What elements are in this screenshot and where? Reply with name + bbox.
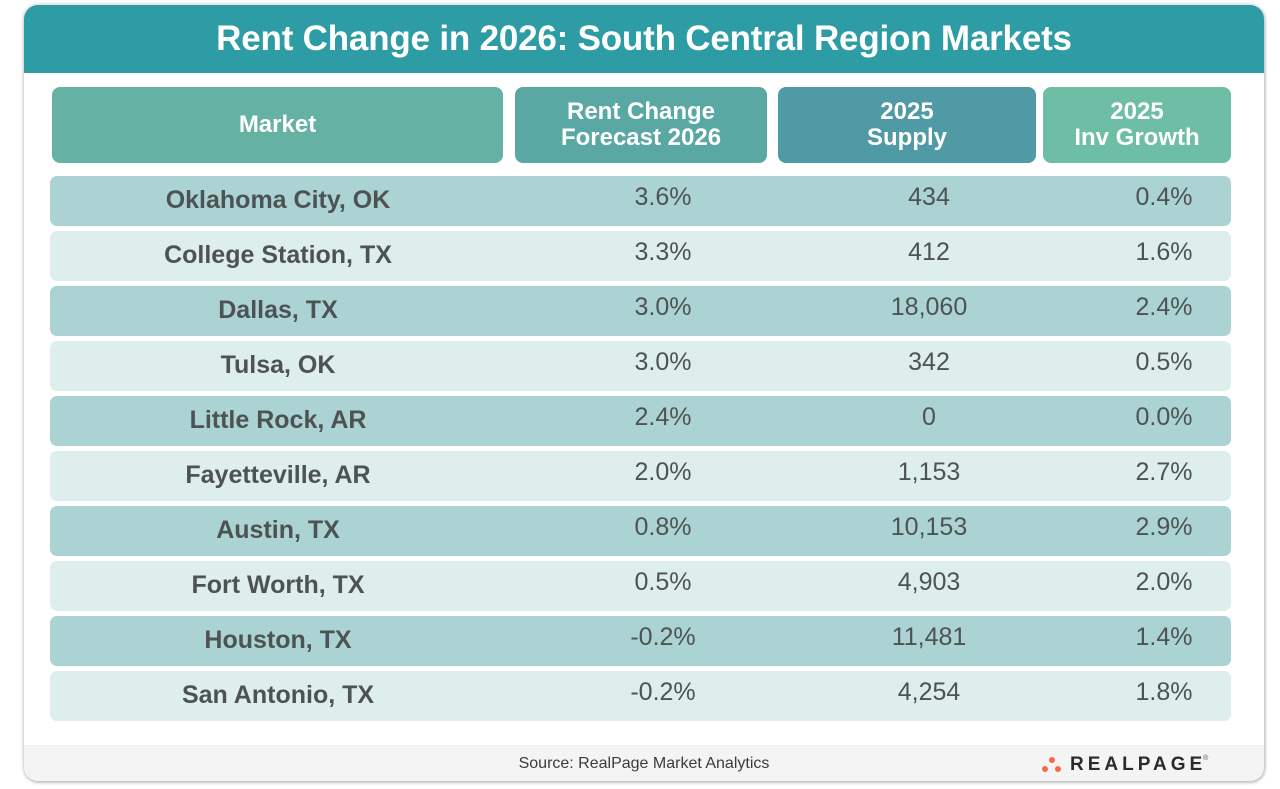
realpage-logo: REALPAGE ®: [1040, 753, 1208, 777]
cell-rent-change: 2.4%: [634, 402, 692, 431]
cell-inv-growth: 2.9%: [1135, 512, 1193, 541]
cell-market: College Station, TX: [164, 240, 392, 269]
cell-inv-growth: 0.5%: [1135, 347, 1193, 376]
cell-supply: 412: [908, 237, 950, 266]
cell-supply: 342: [908, 347, 950, 376]
cell-market: Tulsa, OK: [220, 350, 336, 379]
cell-inv-growth: 2.0%: [1135, 567, 1193, 596]
cell-supply: 10,153: [890, 512, 968, 541]
cell-market: Dallas, TX: [218, 295, 338, 324]
table-row: San Antonio, TX -0.2% 4,254 1.8%: [50, 671, 1231, 721]
cell-market: Little Rock, AR: [189, 405, 367, 434]
table-card: Rent Change in 2026: South Central Regio…: [24, 5, 1264, 781]
table-row: Dallas, TX 3.0% 18,060 2.4%: [50, 286, 1231, 336]
cell-rent-change: 3.0%: [634, 347, 692, 376]
chart-title: Rent Change in 2026: South Central Regio…: [24, 5, 1264, 73]
logo-text: REALPAGE: [1070, 754, 1207, 775]
logo-trademark: ®: [1203, 755, 1209, 762]
table-row: Oklahoma City, OK 3.6% 434 0.4%: [50, 176, 1231, 226]
cell-supply: 0: [922, 402, 936, 431]
table-row: Little Rock, AR 2.4% 0 0.0%: [50, 396, 1231, 446]
table-row: Tulsa, OK 3.0% 342 0.5%: [50, 341, 1231, 391]
cell-rent-change: 3.3%: [634, 237, 692, 266]
source-note: Source: RealPage Market Analytics: [518, 755, 770, 772]
header-rent-change-line2: Forecast 2026: [560, 124, 722, 151]
header-inv-growth-line2: Inv Growth: [1074, 124, 1200, 151]
cell-inv-growth: 0.4%: [1135, 182, 1193, 211]
cell-rent-change: 3.0%: [634, 292, 692, 321]
footer: Source: RealPage Market Analytics REALPA…: [24, 745, 1264, 781]
logo-dots-icon: [1040, 755, 1066, 775]
cell-inv-growth: 1.6%: [1135, 237, 1193, 266]
cell-inv-growth: 0.0%: [1135, 402, 1193, 431]
cell-supply: 11,481: [891, 622, 967, 651]
table-header: Market Rent Change Forecast 2026 2025 Su…: [24, 87, 1264, 163]
header-market-label: Market: [238, 111, 317, 138]
table-row: College Station, TX 3.3% 412 1.6%: [50, 231, 1231, 281]
cell-rent-change: 3.6%: [634, 182, 692, 211]
cell-rent-change: -0.2%: [630, 677, 696, 706]
cell-inv-growth: 2.4%: [1135, 292, 1193, 321]
cell-inv-growth: 1.4%: [1135, 622, 1193, 651]
cell-supply: 4,903: [897, 567, 961, 596]
header-rent-change: Rent Change Forecast 2026: [515, 87, 767, 163]
cell-market: Houston, TX: [204, 625, 352, 654]
cell-inv-growth: 2.7%: [1135, 457, 1193, 486]
cell-supply: 4,254: [897, 677, 961, 706]
cell-supply: 18,060: [890, 292, 968, 321]
cell-supply: 434: [908, 182, 950, 211]
cell-rent-change: 2.0%: [634, 457, 692, 486]
cell-market: Fort Worth, TX: [191, 570, 365, 599]
header-supply: 2025 Supply: [778, 87, 1036, 163]
header-market: Market: [52, 87, 503, 163]
cell-rent-change: 0.5%: [634, 567, 692, 596]
cell-market: Fayetteville, AR: [185, 460, 371, 489]
cell-market: Austin, TX: [216, 515, 340, 544]
cell-inv-growth: 1.8%: [1135, 677, 1193, 706]
header-inv-growth: 2025 Inv Growth: [1043, 87, 1231, 163]
table-row: Fayetteville, AR 2.0% 1,153 2.7%: [50, 451, 1231, 501]
table-row: Austin, TX 0.8% 10,153 2.9%: [50, 506, 1231, 556]
cell-rent-change: -0.2%: [630, 622, 696, 651]
header-inv-growth-line1: 2025: [1110, 98, 1164, 125]
cell-supply: 1,153: [897, 457, 961, 486]
cell-rent-change: 0.8%: [634, 512, 692, 541]
table-row: Fort Worth, TX 0.5% 4,903 2.0%: [50, 561, 1231, 611]
header-rent-change-line1: Rent Change: [566, 98, 715, 125]
cell-market: San Antonio, TX: [181, 680, 375, 709]
header-supply-line2: Supply: [866, 124, 947, 151]
table-row: Houston, TX -0.2% 11,481 1.4%: [50, 616, 1231, 666]
cell-market: Oklahoma City, OK: [165, 185, 391, 214]
header-supply-line1: 2025: [880, 98, 934, 125]
